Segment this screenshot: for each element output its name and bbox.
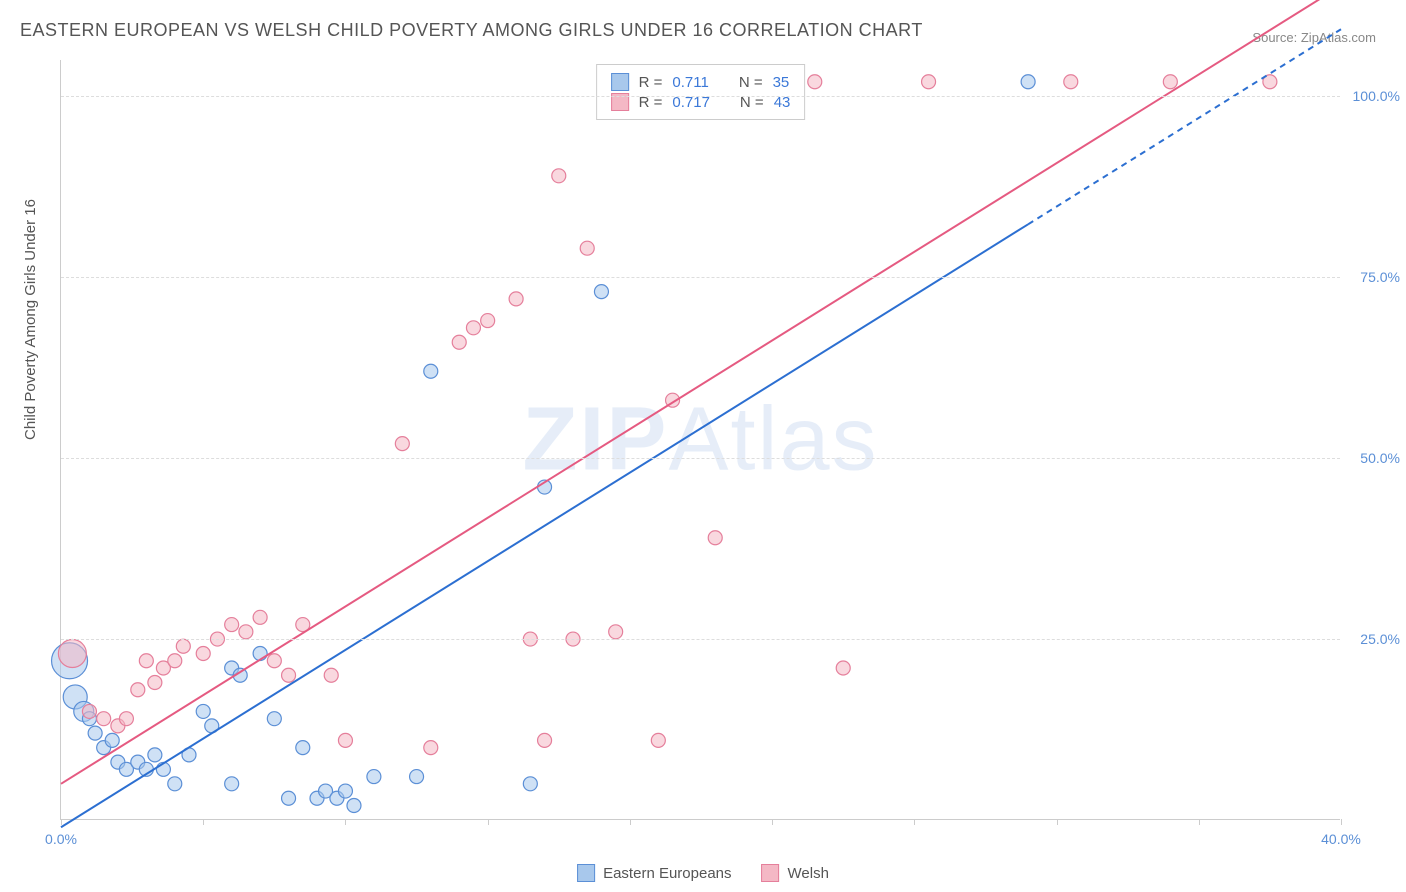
y-tick-label: 75.0% bbox=[1360, 269, 1400, 285]
scatter-point bbox=[119, 712, 133, 726]
scatter-point bbox=[282, 791, 296, 805]
scatter-point bbox=[523, 777, 537, 791]
scatter-point bbox=[410, 770, 424, 784]
scatter-point bbox=[452, 335, 466, 349]
scatter-point bbox=[1021, 75, 1035, 89]
scatter-point bbox=[196, 704, 210, 718]
scatter-point bbox=[651, 733, 665, 747]
scatter-point bbox=[148, 748, 162, 762]
x-tick bbox=[1341, 819, 1342, 825]
grid-line bbox=[61, 96, 1340, 97]
x-tick bbox=[345, 819, 346, 825]
scatter-point bbox=[168, 654, 182, 668]
x-tick-label: 0.0% bbox=[45, 831, 77, 847]
grid-line bbox=[61, 277, 1340, 278]
source-attribution: Source: ZipAtlas.com bbox=[1252, 30, 1376, 45]
scatter-point bbox=[594, 285, 608, 299]
source-value: ZipAtlas.com bbox=[1301, 30, 1376, 45]
legend-label-series1: Eastern Europeans bbox=[603, 865, 731, 882]
scatter-point bbox=[481, 314, 495, 328]
scatter-point bbox=[168, 777, 182, 791]
x-tick bbox=[1199, 819, 1200, 825]
scatter-point bbox=[82, 704, 96, 718]
scatter-point bbox=[139, 654, 153, 668]
plot-area: ZIPAtlas R = 0.711 N = 35 R = 0.717 N = … bbox=[60, 60, 1340, 820]
x-tick bbox=[203, 819, 204, 825]
x-tick bbox=[630, 819, 631, 825]
scatter-point bbox=[424, 364, 438, 378]
legend-swatch-series2 bbox=[762, 864, 780, 882]
chart-title: EASTERN EUROPEAN VS WELSH CHILD POVERTY … bbox=[20, 20, 923, 41]
legend-label-series2: Welsh bbox=[788, 865, 829, 882]
legend-item-series1: Eastern Europeans bbox=[577, 864, 731, 882]
scatter-point bbox=[552, 169, 566, 183]
scatter-point bbox=[225, 777, 239, 791]
trend-line bbox=[61, 0, 1341, 784]
scatter-point bbox=[282, 668, 296, 682]
scatter-point bbox=[196, 647, 210, 661]
x-tick bbox=[488, 819, 489, 825]
scatter-point bbox=[225, 618, 239, 632]
scatter-svg bbox=[61, 60, 1340, 819]
y-tick-label: 50.0% bbox=[1360, 450, 1400, 466]
scatter-point bbox=[708, 531, 722, 545]
scatter-point bbox=[253, 610, 267, 624]
scatter-point bbox=[922, 75, 936, 89]
scatter-point bbox=[296, 741, 310, 755]
grid-line bbox=[61, 639, 1340, 640]
scatter-point bbox=[239, 625, 253, 639]
scatter-point bbox=[1163, 75, 1177, 89]
scatter-point bbox=[105, 733, 119, 747]
scatter-point bbox=[836, 661, 850, 675]
scatter-point bbox=[88, 726, 102, 740]
scatter-point bbox=[347, 799, 361, 813]
scatter-point bbox=[338, 784, 352, 798]
scatter-point bbox=[538, 733, 552, 747]
scatter-point bbox=[267, 712, 281, 726]
scatter-point bbox=[424, 741, 438, 755]
scatter-point bbox=[1064, 75, 1078, 89]
scatter-point bbox=[509, 292, 523, 306]
scatter-point bbox=[267, 654, 281, 668]
scatter-point bbox=[131, 683, 145, 697]
trend-line-dashed bbox=[1028, 29, 1341, 224]
x-tick bbox=[772, 819, 773, 825]
scatter-point bbox=[176, 639, 190, 653]
scatter-point bbox=[148, 675, 162, 689]
scatter-point bbox=[609, 625, 623, 639]
x-tick-label: 40.0% bbox=[1321, 831, 1361, 847]
scatter-point bbox=[58, 640, 86, 668]
y-tick-label: 25.0% bbox=[1360, 631, 1400, 647]
legend-swatch-series1 bbox=[577, 864, 595, 882]
x-tick bbox=[914, 819, 915, 825]
scatter-point bbox=[324, 668, 338, 682]
scatter-point bbox=[395, 437, 409, 451]
scatter-point bbox=[253, 647, 267, 661]
scatter-point bbox=[808, 75, 822, 89]
scatter-point bbox=[580, 241, 594, 255]
grid-line bbox=[61, 458, 1340, 459]
x-tick bbox=[1057, 819, 1058, 825]
series-legend: Eastern Europeans Welsh bbox=[577, 864, 829, 882]
x-tick bbox=[61, 819, 62, 825]
y-axis-label: Child Poverty Among Girls Under 16 bbox=[22, 199, 39, 440]
scatter-point bbox=[338, 733, 352, 747]
y-tick-label: 100.0% bbox=[1353, 88, 1400, 104]
legend-item-series2: Welsh bbox=[762, 864, 829, 882]
scatter-point bbox=[466, 321, 480, 335]
scatter-point bbox=[97, 712, 111, 726]
scatter-point bbox=[367, 770, 381, 784]
